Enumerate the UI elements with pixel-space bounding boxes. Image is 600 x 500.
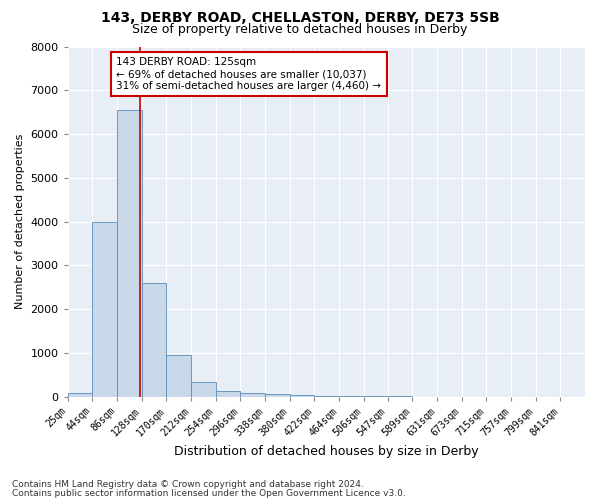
Bar [265, 394, 290, 396]
Y-axis label: Number of detached properties: Number of detached properties [15, 134, 25, 309]
Bar [215, 391, 241, 396]
Bar [241, 393, 265, 396]
Bar [290, 395, 314, 396]
Text: Size of property relative to detached houses in Derby: Size of property relative to detached ho… [133, 22, 467, 36]
Text: Contains HM Land Registry data © Crown copyright and database right 2024.: Contains HM Land Registry data © Crown c… [12, 480, 364, 489]
X-axis label: Distribution of detached houses by size in Derby: Distribution of detached houses by size … [174, 444, 479, 458]
Text: 143 DERBY ROAD: 125sqm
← 69% of detached houses are smaller (10,037)
31% of semi: 143 DERBY ROAD: 125sqm ← 69% of detached… [116, 58, 382, 90]
Bar [142, 283, 166, 397]
Bar [92, 222, 117, 396]
Bar [68, 394, 92, 396]
Bar [166, 354, 191, 397]
Bar [117, 110, 142, 397]
Text: 143, DERBY ROAD, CHELLASTON, DERBY, DE73 5SB: 143, DERBY ROAD, CHELLASTON, DERBY, DE73… [101, 11, 499, 25]
Bar [191, 382, 215, 396]
Text: Contains public sector information licensed under the Open Government Licence v3: Contains public sector information licen… [12, 489, 406, 498]
